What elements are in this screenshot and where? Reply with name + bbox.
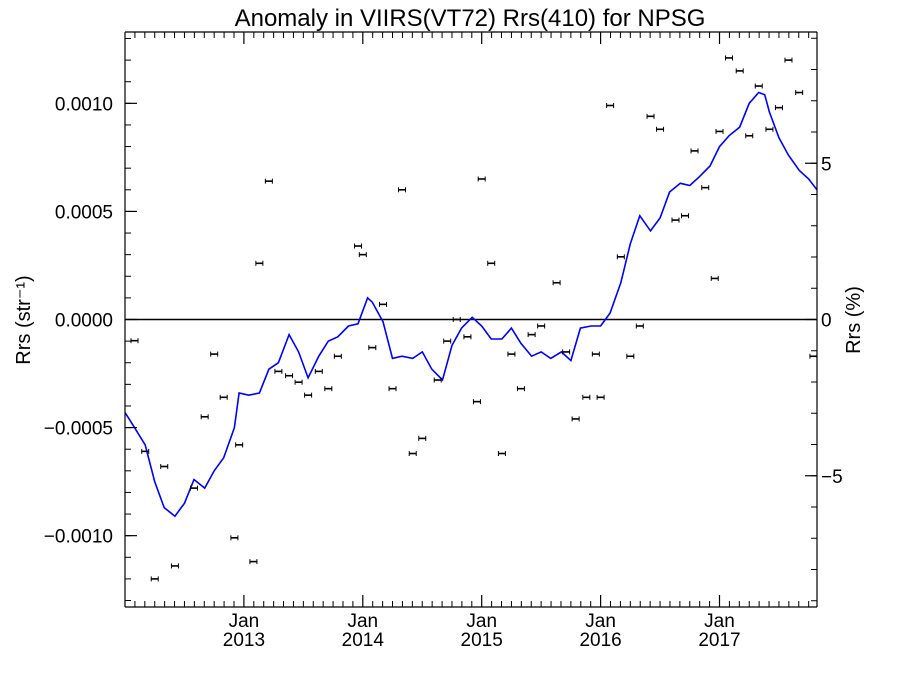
data-point: [433, 377, 442, 383]
data-point: [333, 353, 342, 359]
data-point: [249, 559, 258, 565]
data-point: [200, 414, 209, 420]
data-point: [219, 394, 228, 400]
data-point: [150, 576, 159, 582]
data-point: [314, 368, 323, 374]
data-point: [527, 332, 536, 338]
data-point: [552, 280, 561, 286]
data-point: [537, 323, 546, 329]
data-point: [765, 126, 774, 132]
x-tick-month: Jan: [229, 611, 260, 632]
data-point: [701, 185, 710, 191]
data-point: [646, 113, 655, 119]
data-point: [690, 148, 699, 154]
data-point: [130, 338, 139, 344]
data-point: [294, 379, 303, 385]
data-point: [379, 301, 388, 307]
right-tick-label: −5: [821, 467, 843, 488]
data-point: [354, 243, 363, 249]
data-point: [274, 368, 283, 374]
data-point: [388, 386, 397, 392]
x-tick-year: 2014: [342, 630, 385, 651]
data-point: [304, 392, 313, 398]
data-point: [656, 126, 665, 132]
data-point: [774, 105, 783, 111]
data-point: [443, 338, 452, 344]
data-point: [754, 83, 763, 89]
data-point: [452, 317, 461, 322]
right-tick-label: 5: [821, 154, 832, 175]
data-point: [368, 345, 377, 351]
left-tick-label: −0.0005: [44, 419, 113, 440]
data-point: [616, 254, 625, 260]
data-point: [635, 323, 644, 329]
left-tick-label: 0.0000: [55, 311, 113, 332]
data-point: [715, 128, 724, 134]
smoothed-series: [125, 91, 817, 518]
axes: 0.00100.00050.0000−0.0005−0.001050−5Jan2…: [44, 31, 843, 651]
right-tick-label: 0: [821, 311, 832, 332]
data-point: [626, 353, 635, 359]
x-tick-month: Jan: [704, 611, 735, 632]
smoothed-line: [125, 91, 817, 518]
left-tick-label: −0.0010: [44, 527, 113, 548]
data-point: [809, 353, 818, 359]
x-tick-month: Jan: [466, 611, 497, 632]
data-point: [189, 485, 198, 491]
data-point: [681, 213, 690, 219]
data-point: [230, 535, 239, 541]
data-point: [472, 399, 481, 405]
x-tick-year: 2017: [698, 630, 740, 651]
data-point: [487, 260, 496, 266]
data-point: [596, 394, 605, 400]
data-point: [463, 334, 472, 340]
data-point: [582, 394, 591, 400]
data-point: [141, 448, 150, 454]
data-point: [497, 451, 506, 457]
left-tick-label: 0.0005: [55, 202, 113, 223]
x-tick-month: Jan: [347, 611, 378, 632]
data-point: [160, 463, 169, 469]
data-point: [507, 351, 516, 357]
data-point: [264, 178, 273, 184]
x-tick-month: Jan: [585, 611, 616, 632]
x-tick-year: 2013: [223, 630, 265, 651]
data-point: [398, 187, 407, 193]
data-point: [784, 57, 793, 63]
data-point: [324, 386, 333, 392]
monthly-points: [130, 55, 818, 582]
data-point: [516, 386, 525, 392]
data-point: [591, 351, 600, 357]
data-point: [477, 176, 486, 182]
data-point: [418, 435, 427, 441]
x-tick-year: 2015: [461, 630, 503, 651]
data-point: [795, 90, 804, 96]
data-point: [725, 55, 734, 61]
x-tick-year: 2016: [579, 630, 621, 651]
data-point: [562, 349, 571, 355]
y-axis-label-left: Rrs (str⁻¹): [13, 275, 35, 364]
data-point: [671, 217, 680, 223]
left-tick-label: 0.0010: [55, 94, 113, 115]
chart-title: Anomaly in VIIRS(VT72) Rrs(410) for NPSG: [235, 5, 706, 32]
data-point: [210, 351, 219, 357]
data-point: [170, 563, 179, 569]
data-point: [735, 68, 744, 74]
data-point: [571, 416, 580, 422]
data-point: [606, 102, 615, 108]
data-point: [408, 451, 417, 457]
data-point: [285, 373, 294, 379]
data-point: [358, 252, 367, 258]
y-axis-label-right: Rrs (%): [843, 286, 865, 354]
data-point: [745, 133, 754, 139]
data-point: [710, 275, 719, 281]
data-point: [235, 442, 244, 448]
data-point: [255, 260, 264, 266]
